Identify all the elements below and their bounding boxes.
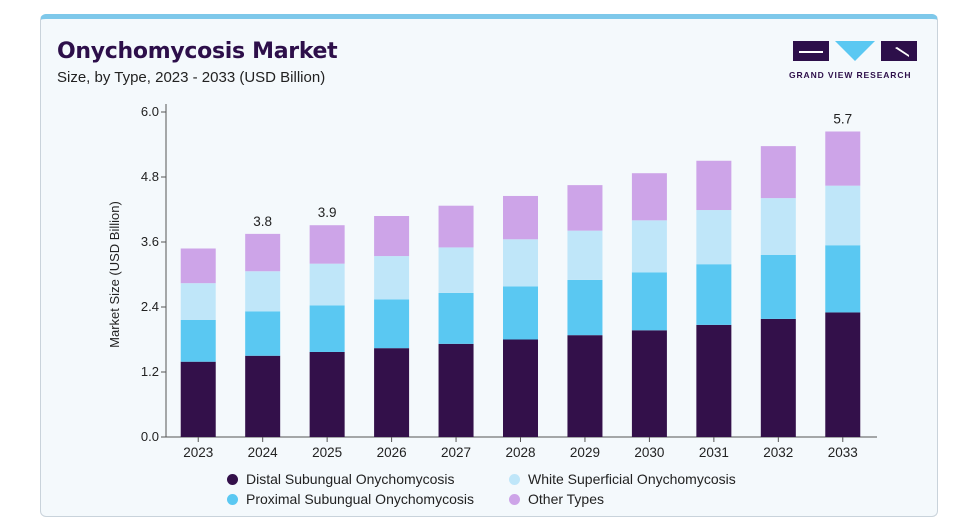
bar-segment-white-2027 [438, 247, 474, 293]
chart-legend: Distal Subungual Onychomycosis White Sup… [217, 471, 817, 515]
bar-segment-other-2024 [245, 233, 281, 272]
x-tick-label: 2031 [699, 445, 729, 460]
legend-swatch-white [509, 473, 520, 485]
y-tick-label: 4.8 [141, 169, 159, 184]
stacked-bar-chart: 0.0 1.2 2.4 3.6 4.8 6.0 Market Size (USD Billi… [107, 104, 877, 460]
bar-segment-other-2033 [825, 131, 861, 186]
bar-segment-white-2033 [825, 185, 861, 246]
bar-segment-proximal-2030 [631, 272, 667, 331]
y-axis-label: Market Size (USD Billion) [107, 201, 122, 348]
legend-swatch-other [509, 493, 520, 505]
logo-mark-icon [793, 41, 917, 61]
legend-item-distal: Distal Subungual Onychomycosis [227, 471, 455, 487]
bar-segment-distal-2029 [567, 335, 603, 437]
data-label-2024: 3.8 [253, 214, 272, 229]
x-tick-label: 2032 [763, 445, 793, 460]
y-tick-label: 1.2 [141, 364, 159, 379]
bar-segment-white-2030 [631, 220, 667, 273]
x-tick-label: 2024 [248, 445, 279, 460]
bar-segment-white-2026 [374, 256, 410, 300]
bar-segment-distal-2028 [503, 339, 538, 437]
x-tick-label: 2029 [570, 445, 600, 460]
legend-swatch-distal [227, 473, 238, 485]
bar-segment-proximal-2031 [696, 264, 732, 325]
legend-label-distal: Distal Subungual Onychomycosis [246, 471, 455, 487]
bar-segment-other-2031 [696, 160, 732, 211]
bar-segment-white-2024 [245, 271, 281, 312]
bar-segment-distal-2032 [760, 318, 796, 437]
chart-card: Onychomycosis Market Size, by Type, 2023… [40, 14, 938, 517]
bar-segment-distal-2026 [374, 348, 410, 437]
bar-segment-distal-2025 [309, 351, 345, 437]
bar-segment-proximal-2029 [567, 279, 603, 336]
bar-segment-proximal-2023 [180, 320, 216, 362]
bar-segment-other-2030 [631, 173, 667, 221]
bar-segment-white-2032 [760, 198, 796, 255]
bar-segment-other-2026 [374, 216, 410, 257]
legend-label-other: Other Types [528, 491, 605, 507]
bar-segment-distal-2023 [180, 361, 216, 437]
grand-view-research-logo: GRAND VIEW RESEARCH [789, 39, 919, 83]
y-tick-label: 3.6 [141, 234, 159, 249]
legend-item-other: Other Types [509, 491, 604, 507]
bar-segment-other-2025 [309, 225, 345, 264]
bar-segment-distal-2033 [825, 312, 861, 437]
bar-segment-white-2031 [696, 210, 732, 265]
x-tick-label: 2033 [828, 445, 858, 460]
bar-segment-proximal-2027 [438, 292, 474, 344]
bar-segment-white-2023 [180, 283, 216, 320]
bar-segment-proximal-2025 [309, 305, 345, 352]
y-tick-label: 0.0 [141, 429, 159, 444]
y-tick-label: 6.0 [141, 104, 159, 119]
x-tick-label: 2023 [183, 445, 213, 460]
bar-segment-proximal-2033 [825, 245, 861, 313]
bar-segment-proximal-2026 [374, 299, 410, 349]
x-tick-label: 2030 [634, 445, 664, 460]
chart-title: Onychomycosis Market [57, 39, 338, 64]
bar-segment-other-2029 [567, 185, 603, 231]
legend-label-white: White Superficial Onychomycosis [528, 471, 736, 487]
data-label-2033: 5.7 [833, 112, 852, 127]
bar-segment-distal-2024 [245, 355, 281, 437]
bar-segment-other-2023 [180, 248, 216, 284]
bar-segment-other-2028 [503, 195, 538, 240]
brand-name: GRAND VIEW RESEARCH [789, 70, 912, 80]
bar-segment-white-2025 [309, 263, 345, 306]
legend-item-proximal: Proximal Subungual Onychomycosis [227, 491, 474, 507]
x-tick-label: 2025 [312, 445, 342, 460]
x-tick-label: 2027 [441, 445, 471, 460]
bar-segment-proximal-2024 [245, 311, 281, 356]
chart-subtitle: Size, by Type, 2023 - 2033 (USD Billion) [57, 69, 326, 86]
legend-item-white: White Superficial Onychomycosis [509, 471, 736, 487]
bar-segment-other-2027 [438, 205, 474, 248]
bar-segment-distal-2031 [696, 324, 732, 437]
bar-segment-distal-2030 [631, 330, 667, 437]
y-tick-label: 2.4 [141, 299, 159, 314]
bar-segment-distal-2027 [438, 343, 474, 437]
bar-segment-proximal-2028 [503, 286, 538, 340]
legend-swatch-proximal [227, 493, 238, 505]
bar-segment-other-2032 [760, 146, 796, 199]
bar-segment-white-2028 [503, 239, 538, 287]
bar-segment-proximal-2032 [760, 255, 796, 319]
legend-label-proximal: Proximal Subungual Onychomycosis [246, 491, 474, 507]
bar-segment-white-2029 [567, 230, 603, 280]
x-tick-label: 2028 [505, 445, 535, 460]
data-label-2025: 3.9 [318, 205, 337, 220]
x-tick-label: 2026 [377, 445, 407, 460]
